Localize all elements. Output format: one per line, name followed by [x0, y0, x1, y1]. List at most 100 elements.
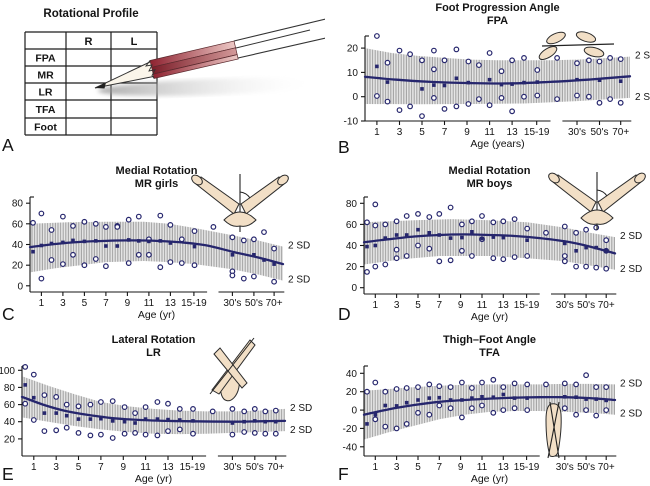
two-sd-upper-label: 2 SD [288, 241, 310, 252]
x-tick-label: 30's [556, 462, 574, 473]
x-tick-label: 9 [458, 300, 464, 311]
x-axis [365, 120, 632, 125]
mean-curve [20, 395, 287, 423]
two-sd-band [364, 219, 615, 270]
y-tick-label: -20 [343, 424, 358, 435]
x-tick-label: 3 [394, 300, 400, 311]
panel-letter: D [338, 304, 351, 324]
x-tick-label: 9 [464, 127, 470, 138]
x-tick-label: 50's [246, 462, 264, 473]
two-sd-lower-label: 2 SD [620, 409, 642, 420]
two-sd-lower-label: 2 SD [290, 425, 312, 436]
data-points-circles [30, 210, 278, 285]
two-sd-lower-label: 2 SD [635, 92, 650, 103]
x-tick-label: 7 [98, 462, 104, 473]
x-tick-label: 15-19 [524, 127, 550, 138]
pencil-icon [94, 18, 325, 89]
chart-subtitle: MR girls [135, 178, 178, 190]
x-tick-label: 30's [223, 462, 241, 473]
x-tick-label: 5 [419, 127, 425, 138]
x-tick-label: 15-19 [514, 300, 540, 311]
x-axis [364, 455, 617, 460]
table-col-header: R [85, 36, 93, 48]
two-sd-band [30, 221, 283, 281]
lateral-rotation-legs-icon [209, 337, 256, 402]
panel-letter: F [338, 464, 349, 484]
y-tick-label: 0 [352, 92, 358, 103]
mean-curve [363, 75, 632, 85]
x-tick-label: 9 [458, 462, 464, 473]
panel-e-lateral-rotation-chart: 20 40 60 80 100 1 3 5 7 9 11 13 15-19 30's 50's 70+ Age … [0, 330, 325, 486]
x-tick-label: 5 [415, 300, 421, 311]
x-tick-label: 13 [498, 462, 510, 473]
chart-title: Foot Progression Angle [435, 2, 559, 14]
y-tick-label: 80 [346, 199, 358, 210]
x-tick-label: 30's [556, 300, 574, 311]
x-tick-label: 70+ [598, 300, 615, 311]
x-tick-label: 70+ [267, 462, 284, 473]
two-sd-band [364, 383, 615, 440]
chart-title: Thigh–Foot Angle [443, 334, 536, 346]
two-sd-lower-label: 2 SD [620, 264, 642, 275]
data-points-squares [365, 392, 608, 426]
data-points-circles [22, 364, 279, 441]
two-sd-upper-label: 2 SD [290, 403, 312, 414]
y-axis [360, 365, 368, 456]
mean-curve [362, 395, 617, 416]
y-axis [360, 196, 368, 294]
x-tick-label: 50's [577, 462, 595, 473]
y-tick-label: -10 [344, 117, 359, 128]
data-points-circles [374, 33, 624, 119]
panel-letter: A [2, 135, 14, 155]
panel-d-medial-rotation-boys-chart: 0 20 40 60 80 1 3 5 7 9 11 13 15-19 30's 50's 70+ Age (y… [325, 162, 650, 330]
x-tick-label: 70+ [598, 462, 615, 473]
x-tick-label: 7 [437, 462, 443, 473]
chart-subtitle: TFA [479, 347, 500, 359]
panel-c-medial-rotation-girls-chart: 0 20 40 60 80 1 3 5 7 9 11 13 15-19 30's 50's 70+ Age (y… [0, 162, 325, 330]
x-tick-label: 13 [165, 298, 177, 309]
x-axis-label: Age (years) [470, 138, 524, 150]
y-tick-label: 40 [346, 369, 358, 380]
x-tick-label: 3 [60, 298, 66, 309]
table-row-label: TFA [36, 104, 56, 116]
chart-subtitle: MR boys [467, 178, 513, 190]
chart-subtitle: FPA [487, 15, 508, 27]
x-tick-label: 13 [507, 127, 519, 138]
form-title: Rotational Profile [43, 8, 138, 20]
x-tick-label: 15-19 [180, 462, 206, 473]
panel-f-thigh-foot-angle-chart: -40 -20 0 20 40 1 3 5 7 9 11 13 15-19 30's 50's 70+ Age … [325, 330, 650, 486]
medial-rotation-legs-icon [548, 172, 646, 230]
two-sd-band [365, 48, 630, 105]
y-tick-label: 0 [351, 283, 357, 294]
x-tick-label: 9 [121, 462, 127, 473]
table-row-label: LR [39, 87, 53, 99]
chart-title: Medial Rotation [116, 165, 198, 177]
pencil-shadow [98, 78, 322, 96]
x-tick-label: 11 [477, 300, 488, 311]
data-points-squares [23, 383, 278, 425]
table-row-label: MR [37, 70, 54, 82]
x-tick-label: 7 [437, 300, 443, 311]
data-points-circles [364, 201, 610, 275]
y-tick-label: 60 [12, 219, 24, 230]
mean-curve [28, 239, 285, 266]
panel-letter: E [2, 464, 14, 484]
chart-title: Lateral Rotation [112, 334, 196, 346]
x-axis-label: Age (yr) [135, 473, 172, 485]
x-tick-label: 1 [39, 298, 45, 309]
y-tick-label: 60 [346, 220, 358, 231]
y-tick-label: 20 [4, 434, 16, 445]
x-tick-label: 13 [498, 300, 510, 311]
x-tick-label: 11 [140, 462, 151, 473]
x-axis-label: Age (yr) [471, 473, 508, 485]
x-tick-label: 1 [373, 300, 379, 311]
panel-letter: C [2, 304, 15, 324]
x-tick-label: 7 [103, 298, 109, 309]
y-tick-label: 100 [0, 366, 15, 377]
y-tick-label: 80 [12, 199, 24, 210]
x-tick-label: 5 [82, 298, 88, 309]
chart-title: Medial Rotation [449, 165, 531, 177]
thigh-foot-angle-foot-icon [545, 401, 562, 459]
y-axis [361, 35, 369, 122]
